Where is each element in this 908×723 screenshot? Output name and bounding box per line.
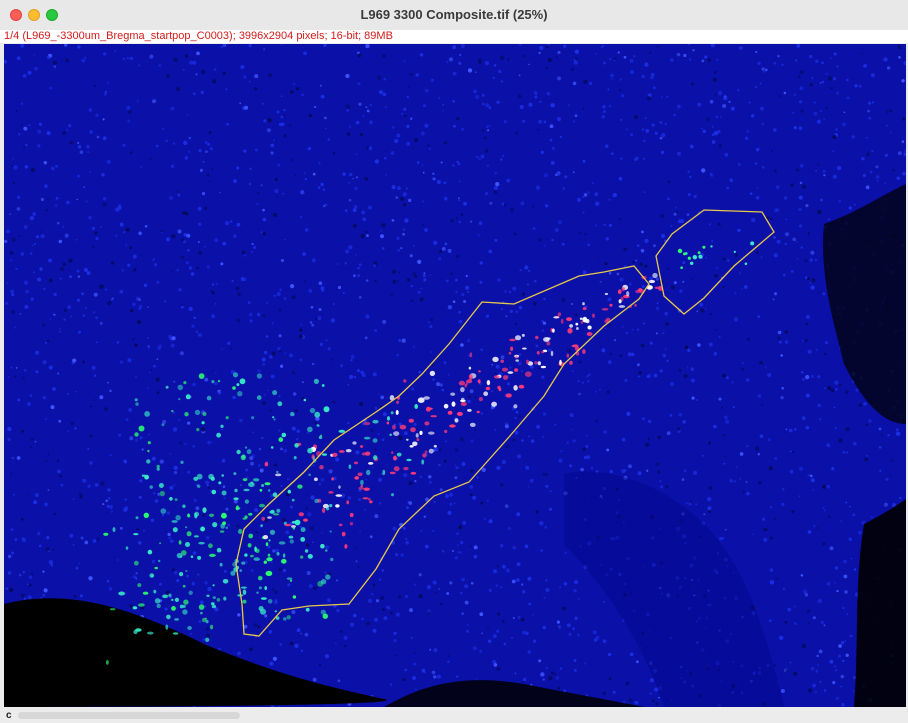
window-title: L969 3300 Composite.tif (25%) — [360, 7, 548, 22]
channel-slider-bar: c — [0, 707, 908, 723]
close-window-button[interactable] — [10, 9, 22, 21]
roi-main-outline[interactable] — [235, 265, 650, 637]
image-info-text: 1/4 (L969_-3300um_Bregma_startpop_C0003)… — [0, 30, 908, 43]
roi-outlines[interactable] — [235, 209, 775, 637]
roi-small-outline[interactable] — [655, 209, 775, 315]
nuclei-layer — [4, 44, 906, 707]
labeled-cells-layer — [103, 241, 755, 665]
minimize-window-button[interactable] — [28, 9, 40, 21]
microscopy-image[interactable] — [4, 44, 906, 707]
dark-regions-layer — [4, 184, 906, 707]
channel-scrollbar[interactable] — [18, 712, 240, 719]
zoom-window-button[interactable] — [46, 9, 58, 21]
image-canvas[interactable] — [4, 44, 906, 707]
tissue-background — [4, 44, 906, 707]
title-bar[interactable]: L969 3300 Composite.tif (25%) — [0, 0, 908, 31]
channel-label: c — [6, 710, 12, 721]
